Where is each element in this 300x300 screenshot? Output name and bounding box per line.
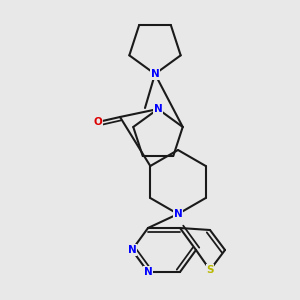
Text: N: N — [154, 104, 162, 114]
Text: N: N — [174, 209, 182, 219]
Text: N: N — [144, 267, 152, 277]
Text: N: N — [128, 245, 136, 255]
Text: S: S — [206, 265, 214, 275]
Text: N: N — [151, 69, 159, 79]
Text: O: O — [94, 117, 102, 127]
